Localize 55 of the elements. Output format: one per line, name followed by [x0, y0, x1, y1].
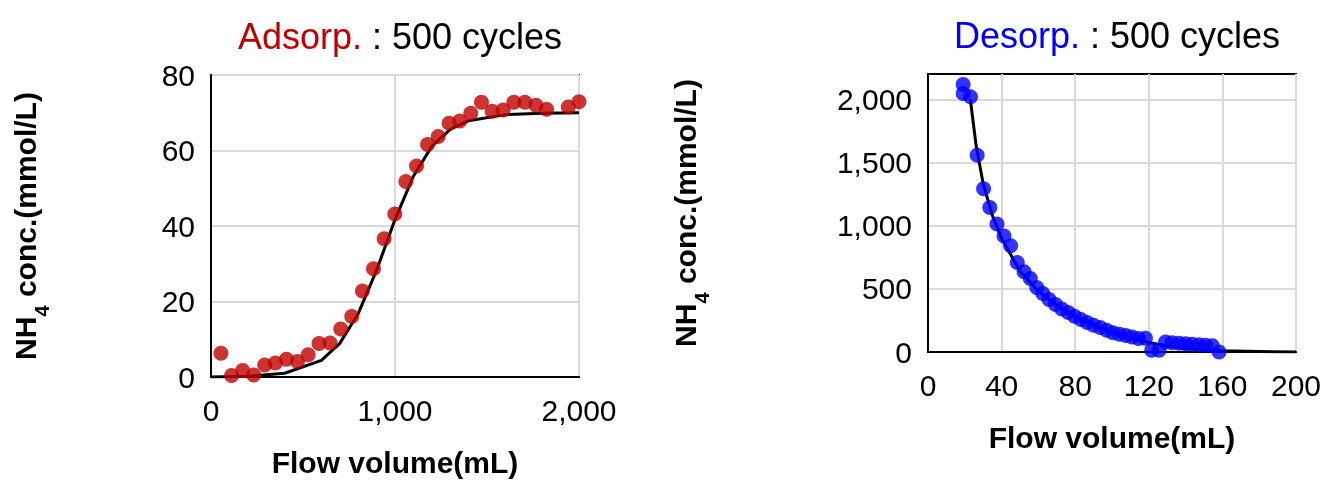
point: [213, 345, 229, 361]
point: [474, 94, 489, 110]
y-tick-label: 2,000: [836, 82, 912, 116]
point: [1003, 238, 1019, 254]
y-tick-label: 40: [161, 209, 195, 243]
x-tick-label: 2,000: [541, 393, 617, 427]
point: [300, 347, 316, 363]
point: [963, 89, 978, 105]
point: [387, 206, 403, 222]
x-tick-label: 120: [1123, 368, 1174, 402]
y-tick-label: 60: [161, 134, 195, 167]
chart-title: : 500 cycles: [1079, 14, 1281, 56]
point: [969, 147, 985, 163]
y-tick-label: 80: [161, 58, 195, 92]
point: [1211, 344, 1227, 360]
y-tick-label: 0: [895, 335, 912, 369]
point: [420, 136, 436, 152]
text: Adsorp.: [237, 15, 362, 57]
point: [322, 335, 338, 351]
chart-title: : 500 cycles: [361, 15, 563, 57]
x-tick-label: 0: [202, 393, 220, 427]
y-axis-title: NH4 conc.(mmol/L): [668, 79, 713, 347]
point: [495, 102, 511, 118]
y-tick-label: 20: [161, 285, 195, 318]
point: [430, 129, 446, 145]
point: [333, 321, 349, 337]
point: [376, 231, 392, 247]
y-tick-label: 1,500: [836, 145, 912, 179]
y-tick-label: 500: [861, 272, 912, 306]
y-axis-title: NH4 conc.(mmol/L): [8, 92, 53, 360]
x-tick-label: 160: [1197, 368, 1248, 402]
point: [976, 181, 992, 197]
point: [398, 173, 414, 189]
point: [571, 94, 587, 110]
x-tick-label: 200: [1270, 368, 1322, 402]
x-axis-title: Flow volume(mL): [988, 420, 1236, 454]
point: [463, 105, 479, 121]
point: [344, 309, 360, 325]
point: [354, 283, 370, 299]
x-axis-title: Flow volume(mL): [271, 445, 519, 479]
point: [452, 113, 468, 129]
point: [1138, 330, 1153, 346]
x-tick-label: 80: [1058, 368, 1092, 402]
point: [290, 354, 305, 370]
x-tick-label: 1,000: [357, 393, 433, 427]
point: [982, 200, 998, 216]
x-tick-label: 40: [984, 368, 1019, 402]
point: [539, 101, 555, 117]
x-tick-label: 0: [919, 368, 937, 402]
series-label: Desorp.: [953, 14, 1080, 56]
y-tick-label: 1,000: [836, 209, 912, 243]
point: [365, 261, 381, 277]
point: [409, 158, 425, 174]
point: [246, 367, 262, 383]
point: [989, 216, 1005, 232]
